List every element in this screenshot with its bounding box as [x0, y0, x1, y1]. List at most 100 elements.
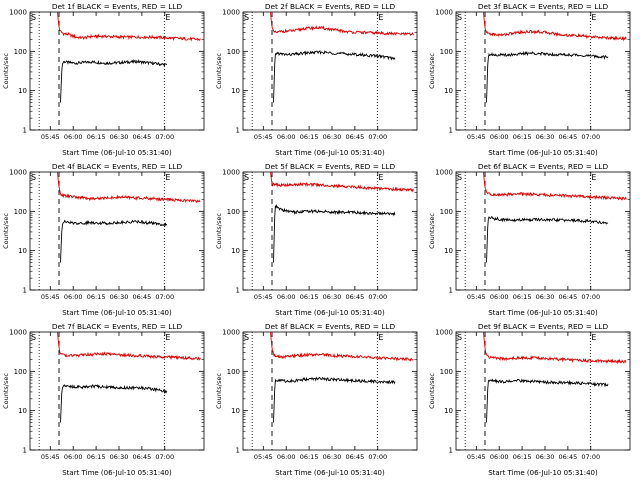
x-tick-label: 06:00 [64, 453, 83, 461]
y-tick-label: 1000 [435, 169, 453, 177]
x-tick-label: 06:30 [323, 453, 342, 461]
plot-frame [242, 331, 418, 451]
y-tick-label: 1 [23, 127, 27, 135]
detector-chart: 1 10 100 1000 05:45 06:00 06:15 06:30 06:45 07:00… [428, 2, 631, 157]
y-tick-label: 1000 [9, 329, 27, 337]
x-tick-label: 06:45 [133, 293, 152, 301]
end-marker-label: E [165, 333, 170, 342]
y-tick-label: 100 [440, 368, 453, 376]
y-tick-label: 10 [231, 87, 240, 95]
plot-frame [242, 171, 418, 291]
y-tick-label: 1 [23, 447, 27, 455]
x-tick-label: 07:00 [368, 293, 387, 301]
y-tick-label: 100 [227, 48, 240, 56]
y-tick-label: 100 [14, 208, 27, 216]
chart-title: Det 8f BLACK = Events, RED = LLD [265, 322, 396, 331]
plot-area: 1 10 100 1000 05:45 06:00 06:15 06:30 06:45 07:00… [435, 329, 631, 461]
y-tick-label: 1 [236, 287, 240, 295]
x-tick-label: 06:00 [490, 133, 509, 141]
x-tick-label: 06:00 [490, 453, 509, 461]
plot-area: 1 10 100 1000 05:45 06:00 06:15 06:30 06:45 07:00… [222, 329, 418, 461]
x-tick-label: 06:15 [87, 293, 106, 301]
detector-chart: 1 10 100 1000 05:45 06:00 06:15 06:30 06:45 07:00… [428, 162, 631, 317]
lld-series-line [483, 171, 627, 201]
plot-frame [29, 331, 205, 451]
plot-frame [455, 11, 631, 131]
x-tick-label: 06:00 [277, 133, 296, 141]
plot-area: 1 10 100 1000 05:45 06:00 06:15 06:30 06:45 07:00… [9, 329, 205, 461]
detector-chart: 1 10 100 1000 05:45 06:00 06:15 06:30 06:45 07:00… [2, 162, 205, 317]
x-tick-label: 05:45 [254, 453, 273, 461]
chart-title: Det 7f BLACK = Events, RED = LLD [52, 322, 183, 331]
chart-title: Det 6f BLACK = Events, RED = LLD [478, 162, 609, 171]
start-marker-label: S [244, 333, 249, 342]
events-series-line [273, 50, 396, 103]
y-tick-label: 10 [18, 247, 27, 255]
chart-title: Det 2f BLACK = Events, RED = LLD [265, 2, 396, 11]
x-tick-label: 06:15 [513, 133, 532, 141]
x-tick-label: 06:30 [110, 293, 129, 301]
y-tick-label: 1 [449, 287, 453, 295]
events-series-line [486, 50, 609, 103]
plot-area: 1 10 100 1000 05:45 06:00 06:15 06:30 06:45 07:00… [435, 9, 631, 141]
start-marker-label: S [31, 333, 36, 342]
end-marker-label: E [591, 333, 596, 342]
plot-area: 1 10 100 1000 05:45 06:00 06:15 06:30 06:45 07:00… [9, 169, 205, 301]
y-axis-label: Counts/sec [428, 213, 436, 249]
x-tick-label: 06:45 [346, 133, 365, 141]
x-tick-label: 07:00 [155, 453, 174, 461]
y-tick-label: 1 [236, 127, 240, 135]
y-axis-label: Counts/sec [2, 213, 10, 249]
x-tick-label: 07:00 [581, 133, 600, 141]
x-axis-label: Start Time (06-Jul-10 05:31:40) [488, 309, 598, 317]
y-axis-label: Counts/sec [215, 373, 223, 409]
x-tick-label: 06:00 [277, 453, 296, 461]
x-tick-label: 05:45 [467, 453, 486, 461]
end-marker-label: E [591, 13, 596, 22]
start-marker-label: S [31, 13, 36, 22]
x-axis-label: Start Time (06-Jul-10 05:31:40) [275, 149, 385, 157]
chart-title: Det 5f BLACK = Events, RED = LLD [265, 162, 396, 171]
y-axis-label: Counts/sec [2, 53, 10, 89]
chart-title: Det 1f BLACK = Events, RED = LLD [52, 2, 183, 11]
start-marker-label: S [457, 13, 462, 22]
y-tick-label: 10 [444, 87, 453, 95]
x-tick-label: 06:00 [64, 293, 83, 301]
y-axis-label: Counts/sec [428, 53, 436, 89]
y-tick-label: 1000 [222, 169, 240, 177]
x-tick-label: 06:45 [346, 453, 365, 461]
y-tick-label: 1 [449, 127, 453, 135]
detector-chart: 1 10 100 1000 05:45 06:00 06:15 06:30 06:45 07:00… [215, 2, 418, 157]
chart-title: Det 3f BLACK = Events, RED = LLD [478, 2, 609, 11]
x-tick-label: 06:30 [536, 293, 555, 301]
x-tick-label: 06:30 [323, 133, 342, 141]
y-tick-label: 1000 [435, 9, 453, 17]
y-tick-label: 1000 [9, 9, 27, 17]
y-tick-label: 100 [440, 48, 453, 56]
x-axis-label: Start Time (06-Jul-10 05:31:40) [62, 149, 172, 157]
events-series-line [60, 219, 168, 263]
lld-series-line [270, 11, 414, 36]
x-tick-label: 07:00 [581, 293, 600, 301]
x-tick-label: 05:45 [467, 133, 486, 141]
start-marker-label: S [244, 173, 249, 182]
y-tick-label: 10 [231, 407, 240, 415]
x-tick-label: 06:45 [133, 133, 152, 141]
y-tick-label: 10 [18, 87, 27, 95]
x-axis-label: Start Time (06-Jul-10 05:31:40) [488, 149, 598, 157]
x-axis-label: Start Time (06-Jul-10 05:31:40) [275, 469, 385, 477]
chart-title: Det 4f BLACK = Events, RED = LLD [52, 162, 183, 171]
x-tick-label: 06:15 [87, 453, 106, 461]
x-tick-label: 07:00 [368, 133, 387, 141]
events-series-line [486, 378, 609, 423]
detector-chart: 1 10 100 1000 05:45 06:00 06:15 06:30 06:45 07:00… [215, 322, 418, 477]
end-marker-label: E [591, 173, 596, 182]
y-tick-label: 1 [23, 287, 27, 295]
x-tick-label: 06:45 [559, 133, 578, 141]
x-axis-label: Start Time (06-Jul-10 05:31:40) [488, 469, 598, 477]
x-tick-label: 06:15 [300, 133, 319, 141]
plot-frame [455, 171, 631, 291]
y-tick-label: 10 [18, 407, 27, 415]
x-tick-label: 06:30 [110, 133, 129, 141]
